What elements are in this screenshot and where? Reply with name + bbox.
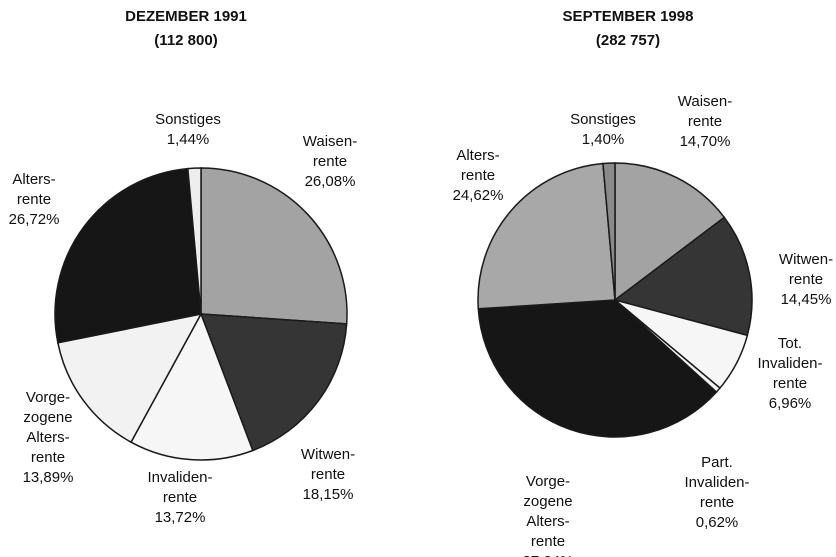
slice-label: Alters- rente: [12, 171, 56, 208]
slice-label: Tot. Invaliden- rente: [757, 335, 823, 392]
slice-value-label: 14,70%: [679, 133, 731, 150]
slice-value-label: 13,89%: [22, 469, 74, 486]
pie-slice: [477, 162, 616, 310]
slice-value-label: 1,40%: [581, 131, 625, 148]
chart-subtitle: (112 800): [154, 32, 218, 49]
slice-value-label: 1,44%: [166, 131, 210, 148]
chart-subtitle: (282 757): [595, 32, 661, 49]
slice-label: Invaliden- rente: [147, 469, 213, 506]
slice-value-label: 26,08%: [304, 173, 356, 190]
slice-label: Vorge- zogene Alters- rente: [523, 473, 573, 550]
slice-value-label: 6,96%: [768, 395, 812, 412]
pie-slice: [477, 299, 718, 438]
slice-label: Vorge- zogene Alters- rente: [23, 389, 73, 466]
slice-label: Witwen- rente: [778, 251, 834, 288]
slice-value-label: 13,72%: [154, 509, 206, 526]
slice-label: Waisen- rente: [302, 133, 358, 170]
pie-slice: [613, 216, 753, 337]
slice-value-label: 0,62%: [695, 514, 739, 531]
slice-label: Part. Invaliden- rente: [684, 454, 750, 511]
pie-slice: [602, 162, 616, 301]
pie-slice: [130, 312, 254, 461]
pie-slice: [54, 167, 202, 344]
slice-label: Sonstiges: [155, 111, 221, 128]
slice-label: Alters- rente: [456, 147, 500, 184]
slice-value-label: 24,62%: [452, 187, 504, 204]
pie-slice: [614, 162, 726, 302]
pie-slice: [199, 313, 348, 452]
chart-title: SEPTEMBER 1998: [562, 8, 694, 25]
slice-value-label: 18,15%: [302, 486, 354, 503]
chart-title: DEZEMBER 1991: [125, 8, 247, 25]
slice-value-label: 26,72%: [8, 211, 60, 228]
pie-slice: [200, 167, 348, 325]
pie-slice: [186, 167, 202, 315]
pie-slice: [56, 312, 203, 444]
slice-label: Witwen- rente: [300, 446, 356, 483]
slice-value-label: 14,45%: [780, 291, 832, 308]
slice-label: Sonstiges: [570, 111, 636, 128]
slice-label: Waisen- rente: [677, 93, 733, 130]
slice-value-label: 37,24%: [523, 552, 574, 557]
